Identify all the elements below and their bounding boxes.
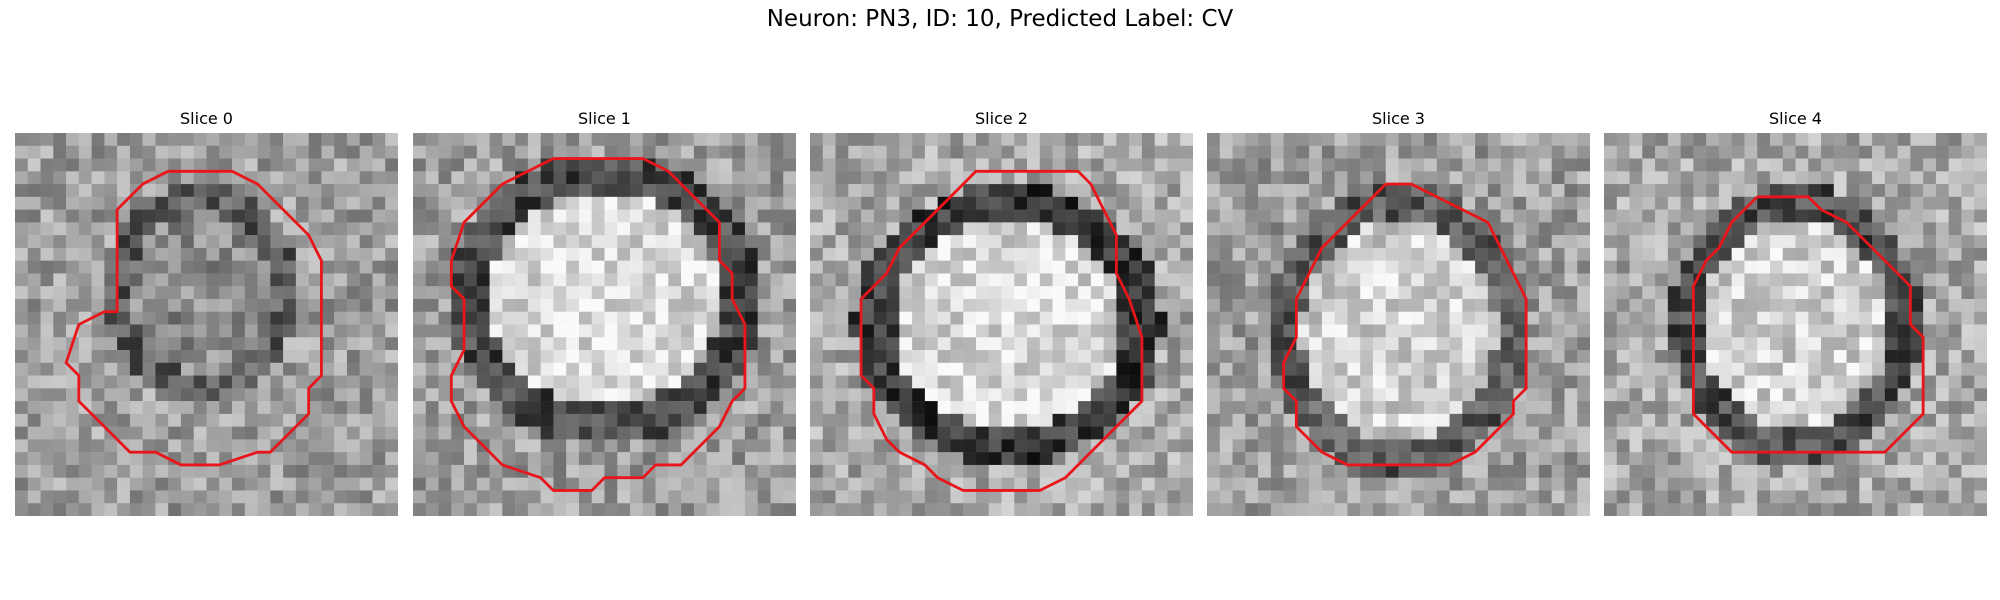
slice-title: Slice 2 [975, 109, 1028, 128]
cell-contour [1691, 195, 1925, 454]
figure-title: Neuron: PN3, ID: 10, Predicted Label: CV [766, 6, 1234, 32]
slice-image [413, 133, 796, 516]
slice-panel-0: Slice 0 [15, 108, 398, 516]
slice-panel-3: Slice 3 [1207, 108, 1590, 516]
slice-panel-2: Slice 2 [810, 108, 1193, 516]
pixel-grid [15, 133, 398, 516]
cell-contour [1282, 182, 1528, 467]
slice-title: Slice 4 [1769, 109, 1822, 128]
pixel-grid [413, 133, 796, 516]
pixel-grid [1604, 133, 1987, 516]
slice-image [1207, 133, 1590, 516]
slice-image [15, 133, 398, 516]
slice-panel-4: Slice 4 [1604, 108, 1987, 516]
slice-panel-1: Slice 1 [413, 108, 796, 516]
slice-title: Slice 3 [1372, 109, 1425, 128]
slice-image [810, 133, 1193, 516]
pixel-grid [1207, 133, 1590, 516]
cell-contour [64, 169, 323, 467]
cell-contour [449, 157, 747, 492]
slice-image [1604, 133, 1987, 516]
slice-title: Slice 1 [578, 109, 631, 128]
slice-title: Slice 0 [180, 109, 233, 128]
pixel-grid [810, 133, 1193, 516]
cell-contour [859, 169, 1144, 492]
